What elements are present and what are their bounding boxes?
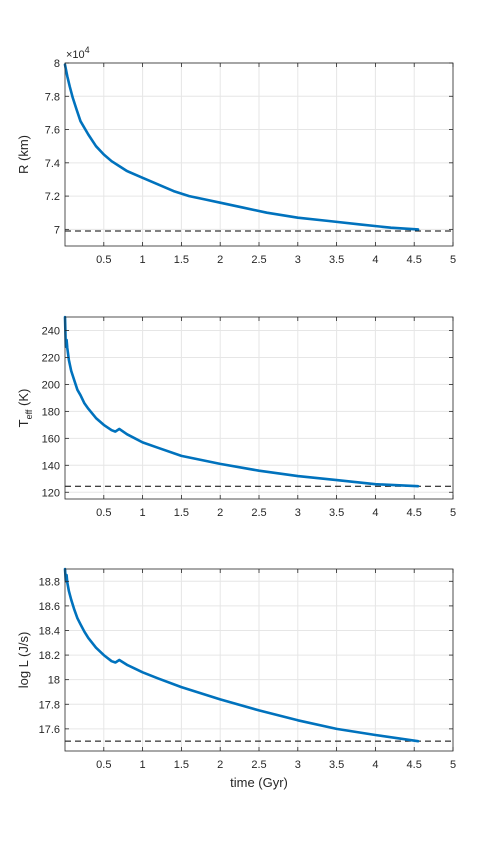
x-axis-label: time (Gyr) — [230, 775, 288, 790]
y-tick-label: 120 — [42, 487, 60, 499]
y-tick-label: 18.6 — [39, 601, 60, 613]
series-line — [63, 567, 420, 743]
y-tick-label: 18.8 — [39, 576, 60, 588]
x-tick-label: 3.5 — [329, 254, 344, 266]
x-tick-label: 2.5 — [251, 759, 266, 771]
x-tick-label: 0.5 — [96, 759, 111, 771]
y-tick-label: 7.8 — [45, 91, 60, 103]
y-tick-label: 18.2 — [39, 650, 60, 662]
y-tick-label: 7 — [54, 224, 60, 236]
x-tick-label: 3.5 — [329, 759, 344, 771]
x-tick-label: 0.5 — [96, 507, 111, 519]
y-tick-label: 7.6 — [45, 125, 60, 137]
y-tick-label: 140 — [42, 460, 60, 472]
y-tick-label: 200 — [42, 379, 60, 391]
x-tick-label: 3 — [295, 507, 301, 519]
x-tick-label: 1 — [140, 507, 146, 519]
x-tick-label: 2 — [217, 759, 223, 771]
series-line — [63, 315, 420, 488]
x-tick-label: 5 — [450, 507, 456, 519]
chart-panel-3: 0.5 1 1.5 2 2.5 3 3.5 4 4.5 5 17.6 17.8 18 18.2 18.4 18… — [16, 567, 456, 790]
x-tick-label: 0.5 — [96, 254, 111, 266]
x-tick-label: 2.5 — [251, 254, 266, 266]
y-tick-label: 18 — [48, 675, 60, 687]
y-tick-label: 17.6 — [39, 724, 60, 736]
x-tick-label: 2 — [217, 254, 223, 266]
x-tick-label: 1.5 — [174, 507, 189, 519]
x-tick-label: 4.5 — [407, 759, 422, 771]
y-axis-label: R (km) — [16, 135, 31, 174]
x-tick-label: 5 — [450, 759, 456, 771]
y-tick-label: 220 — [42, 352, 60, 364]
y-tick-label: 160 — [42, 433, 60, 445]
y-tick-label: 17.8 — [39, 699, 60, 711]
y-tick-label: 18.4 — [39, 625, 60, 637]
x-tick-label: 1 — [140, 759, 146, 771]
y-tick-label: 8 — [54, 58, 60, 70]
x-tick-label: 1.5 — [174, 254, 189, 266]
y-tick-label: 180 — [42, 406, 60, 418]
y-axis-label: Teff (K) — [16, 389, 34, 428]
y-tick-label: 240 — [42, 325, 60, 337]
y-axis-label: log L (J/s) — [16, 632, 31, 689]
x-tick-label: 1.5 — [174, 759, 189, 771]
x-tick-label: 5 — [450, 254, 456, 266]
chart-panel-2: 0.5 1 1.5 2 2.5 3 3.5 4 4.5 5 120 140 160 180 200 220 24… — [16, 315, 456, 519]
x-tick-label: 4.5 — [407, 254, 422, 266]
x-tick-label: 2.5 — [251, 507, 266, 519]
x-tick-label: 3 — [295, 254, 301, 266]
series-line — [63, 63, 420, 231]
x-tick-label: 4 — [372, 507, 378, 519]
x-tick-label: 4.5 — [407, 507, 422, 519]
x-tick-label: 4 — [372, 759, 378, 771]
y-tick-label: 7.2 — [45, 191, 60, 203]
exponent-label: ×104 — [66, 45, 90, 61]
x-tick-label: 4 — [372, 254, 378, 266]
chart-panel-1: 0.5 1 1.5 2 2.5 3 3.5 4 4.5 5 7 7.2 7.4 7.6 7.8 8 ×104 R … — [16, 45, 456, 266]
x-tick-label: 3 — [295, 759, 301, 771]
x-tick-label: 3.5 — [329, 507, 344, 519]
x-tick-label: 1 — [140, 254, 146, 266]
x-tick-label: 2 — [217, 507, 223, 519]
y-tick-label: 7.4 — [45, 158, 60, 170]
